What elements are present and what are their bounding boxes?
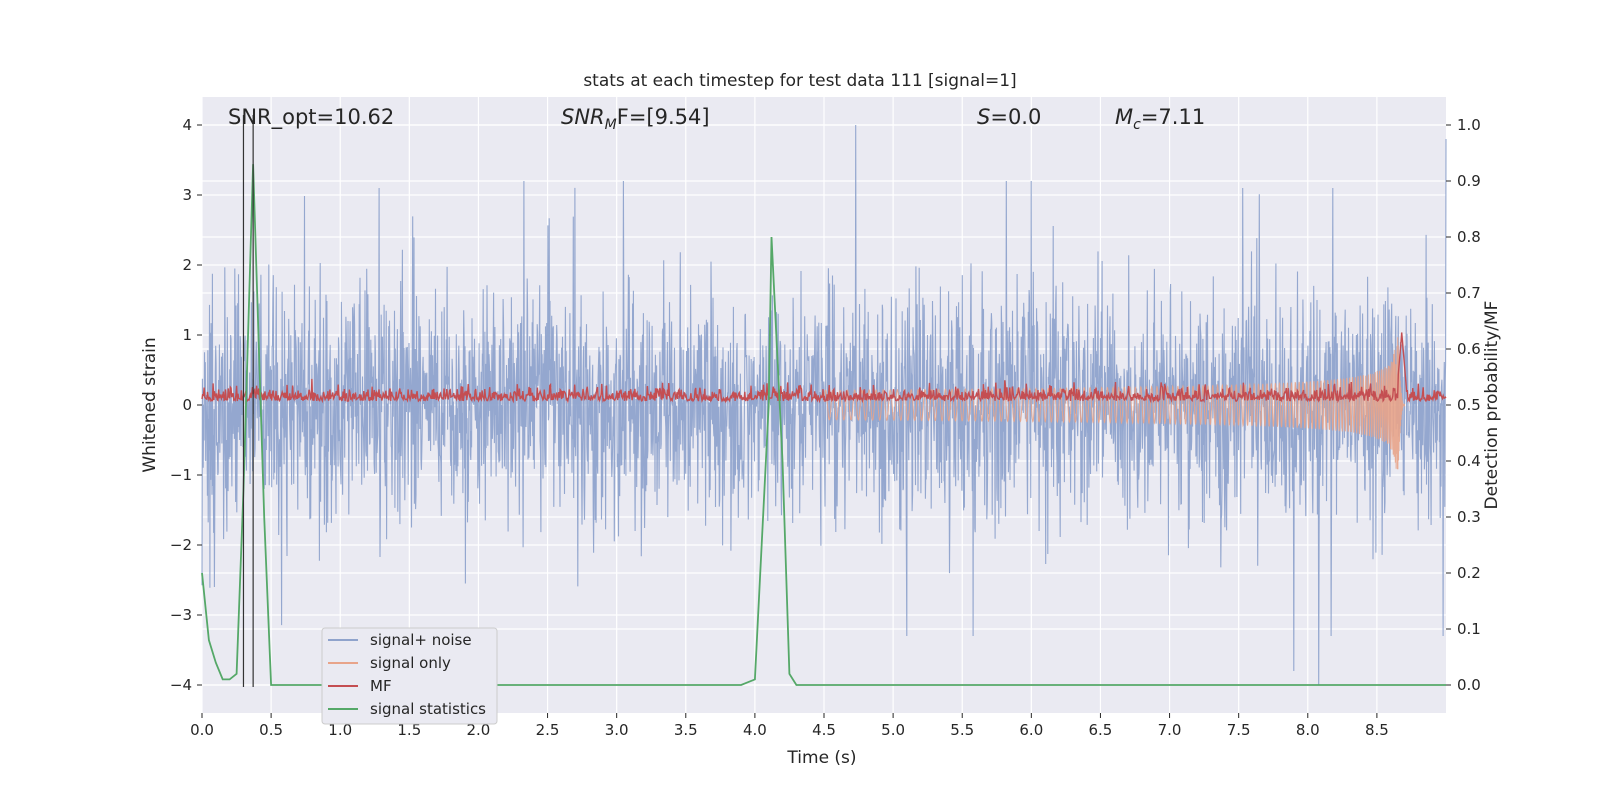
x-tick-label: 6.0 [1019,721,1043,739]
series-signal-only-line [823,337,1405,470]
y-tick-label: −1 [170,466,192,484]
legend-label-signal-statistics: signal statistics [370,700,486,718]
y-axis-label: Whitened strain [140,337,160,472]
series-layer [201,124,1447,686]
series-signal-noise-line [201,124,1447,686]
x-tick-label: 3.5 [674,721,698,739]
y2-tick-label: 1.0 [1457,116,1481,134]
y2-tick-label: 0.7 [1457,284,1481,302]
x-tick-label: 8.0 [1296,721,1320,739]
y2-tick-label: 0.1 [1457,620,1481,638]
y2-tick-label: 0.9 [1457,172,1481,190]
annotation-snr-mf: SNRMF=[9.54] [561,105,710,133]
x-tick-label: 7.5 [1227,721,1251,739]
x-tick-label: 5.5 [950,721,974,739]
y2-tick-label: 0.8 [1457,228,1481,246]
legend-label-mf: MF [370,677,392,695]
x-tick-label: 0.5 [259,721,283,739]
vertical-markers [242,115,254,687]
x-tick-label: 5.0 [881,721,905,739]
annotation-snr-mf-value: F=[9.54] [617,105,710,129]
x-tick-label: 2.0 [467,721,491,739]
y-tick-label: 0 [182,396,192,414]
annotation-mc-value: =7.11 [1141,105,1205,129]
annotation-s-symbol: S [977,105,990,129]
annotation-snr-opt: SNR_opt=10.62 [228,105,394,130]
annotation-mc-subscript: c [1133,117,1141,133]
chart-title: stats at each timestep for test data 111… [583,71,1016,91]
x-tick-label: 7.0 [1158,721,1182,739]
annotation-s: S=0.0 [977,105,1041,129]
legend-label-signal-only: signal only [370,654,451,672]
y2-tick-label: 0.3 [1457,508,1481,526]
y2-tick-label: 0.4 [1457,452,1481,470]
series-signal-statistics-line [201,164,1446,686]
y-tick-label: 2 [182,256,192,274]
annotation-mc-symbol: M [1115,105,1133,129]
y-tick-label: −4 [170,676,192,694]
y2-tick-label: 0.6 [1457,340,1481,358]
x-tick-label: 8.5 [1365,721,1389,739]
annotation-s-value: =0.0 [990,105,1041,129]
x-tick-label: 3.0 [605,721,629,739]
annotation-snr-mf-subscript: M [605,117,617,133]
y2-tick-label: 0.5 [1457,396,1481,414]
legend-label-signal-noise: signal+ noise [370,631,472,649]
y-tick-label: −2 [170,536,192,554]
x-axis-label: Time (s) [786,748,856,768]
y-tick-label: 4 [182,116,192,134]
y-tick-label: −3 [170,606,192,624]
x-tick-label: 1.0 [328,721,352,739]
x-tick-label: 0.0 [190,721,214,739]
x-tick-label: 6.5 [1089,721,1113,739]
series-mf-line [201,332,1447,404]
x-tick-label: 1.5 [397,721,421,739]
x-tick-label: 4.0 [743,721,767,739]
y2-tick-label: 0.0 [1457,676,1481,694]
annotation-mc: Mc=7.11 [1115,105,1205,133]
legend-box [321,627,498,725]
y2-axis-label: Detection probability/MF [1482,301,1502,510]
axes: 0.0 0.5 1.0 1.5 2.0 2.5 3.0 3.5 4.0 4.5 5.0 5.5 6.0 6… [170,116,1481,739]
y2-tick-label: 0.2 [1457,564,1481,582]
legend: signal+ noise signal only MF signal stat… [321,627,498,725]
x-tick-label: 4.5 [812,721,836,739]
annotation-snr-mf-symbol: SNR [561,105,605,129]
y-tick-label: 3 [182,186,192,204]
y-tick-label: 1 [182,326,192,344]
x-tick-label: 2.5 [536,721,560,739]
